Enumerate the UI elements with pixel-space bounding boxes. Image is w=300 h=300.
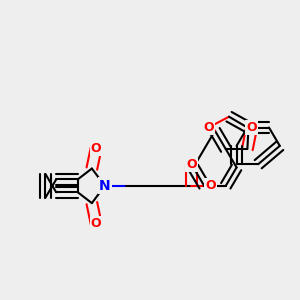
- Text: O: O: [91, 142, 101, 154]
- Text: O: O: [186, 158, 196, 171]
- Text: O: O: [246, 121, 257, 134]
- Text: O: O: [203, 121, 214, 134]
- Text: O: O: [205, 179, 216, 192]
- Text: N: N: [99, 179, 111, 193]
- Text: O: O: [91, 217, 101, 230]
